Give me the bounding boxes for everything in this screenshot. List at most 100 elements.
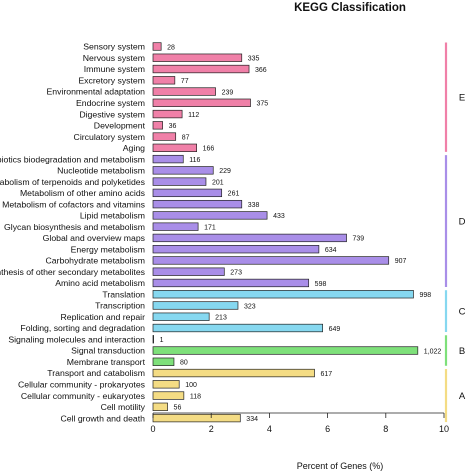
value-label: 116 (189, 157, 200, 164)
category-label: Xenobiotics biodegradation and metabolis… (0, 154, 145, 164)
category-label: Replication and repair (60, 312, 145, 322)
value-label: 598 (315, 281, 327, 288)
value-label: 28 (167, 44, 175, 51)
bar-b (152, 357, 175, 366)
bar-d (152, 278, 310, 288)
category-label: Sensory system (83, 42, 145, 52)
value-label: 77 (181, 78, 189, 85)
bar-c (152, 301, 239, 310)
category-label: Transcription (95, 301, 145, 311)
category-label: Digestive system (79, 109, 145, 119)
bar-d (152, 199, 243, 209)
value-label: 201 (212, 179, 224, 186)
value-label: 433 (273, 213, 285, 220)
category-label: Energy metabolism (71, 244, 145, 254)
group-label: B (459, 346, 465, 357)
category-label: Signaling molecules and interaction (8, 334, 145, 344)
category-label: Translation (102, 289, 145, 299)
category-label: Amino acid metabolism (55, 278, 145, 288)
bar-d (152, 177, 207, 186)
bars (152, 42, 419, 423)
category-label: Lipid metabolism (80, 211, 145, 221)
value-label: 213 (215, 315, 227, 322)
value-label: 56 (174, 405, 182, 412)
category-label: Development (94, 121, 146, 131)
value-label: 1 (160, 337, 164, 344)
bar-c (152, 312, 210, 321)
x-tick-label: 6 (325, 424, 330, 434)
bar-e (152, 42, 162, 51)
bar-d (152, 222, 199, 231)
bar-c (152, 323, 324, 333)
category-label: Metabolism of cofactors and vitamins (2, 199, 146, 209)
category-label: Environmental adaptation (46, 87, 145, 97)
group-label: E (459, 93, 465, 104)
bar-a (152, 413, 241, 423)
bar-e (152, 53, 243, 62)
bar-e (152, 76, 176, 85)
category-label: Nervous system (83, 53, 145, 63)
bar-d (152, 267, 225, 276)
bar-d (152, 211, 268, 220)
category-label: Immune system (84, 64, 145, 74)
bar-e (152, 64, 250, 74)
bar-c (152, 290, 414, 299)
bar-e (152, 132, 177, 141)
bar-a (152, 380, 180, 389)
bar-e (152, 109, 183, 119)
category-label: Cell growth and death (60, 413, 145, 423)
bar-e (152, 143, 198, 152)
bar-b (152, 335, 154, 344)
value-label: 907 (395, 258, 407, 265)
bar-d (152, 256, 390, 265)
category-label: Aging (123, 143, 145, 153)
category-label: Endocrine system (76, 98, 145, 108)
value-label: 998 (419, 292, 431, 299)
bar-a (152, 368, 315, 378)
bar-d (152, 233, 347, 243)
value-label: 239 (222, 89, 234, 96)
value-label: 617 (321, 371, 333, 378)
category-label: Transport and catabolism (47, 368, 145, 378)
category-label: Biosynthesis of other secondary metaboli… (0, 267, 146, 277)
category-label: Glycan biosynthesis and metabolism (4, 222, 145, 232)
category-label: Metabolism of other amino acids (20, 188, 146, 198)
group-label: C (459, 307, 466, 318)
category-label: Nucleotide metabolism (57, 166, 145, 176)
value-label: 334 (246, 416, 258, 423)
bar-d (152, 154, 184, 164)
chart-title: KEGG Classification (294, 2, 406, 14)
category-label: Signal transduction (71, 346, 145, 356)
value-label: 80 (180, 360, 188, 367)
category-label: Cellular community - eukaryotes (21, 391, 146, 401)
bar-d (152, 166, 214, 175)
value-label: 649 (329, 326, 341, 333)
bar-e (152, 121, 163, 130)
x-tick-label: 10 (439, 424, 449, 434)
category-label: Carbohydrate metabolism (46, 256, 145, 266)
value-label: 166 (203, 146, 215, 153)
bar-e (152, 87, 216, 96)
category-label: Excretory system (78, 75, 145, 85)
group-brackets: E D C B A (444, 42, 466, 423)
category-label: Cell motility (101, 402, 146, 412)
value-label: 634 (325, 247, 337, 254)
value-label: 1,022 (424, 348, 442, 355)
x-tick-label: 8 (383, 424, 388, 434)
value-label: 323 (244, 303, 256, 310)
bar-d (152, 245, 320, 254)
value-label: 335 (248, 56, 260, 63)
bar-b (152, 346, 419, 355)
x-tick-label: 4 (267, 424, 272, 434)
category-label: Cellular community - prokaryotes (18, 380, 146, 390)
category-label: Membrane transport (67, 357, 146, 367)
group-label: A (459, 391, 466, 402)
value-label: 273 (230, 270, 242, 277)
x-axis-label: Percent of Genes (%) (297, 461, 384, 471)
x-axis: 0 2 4 6 8 10 (150, 412, 449, 434)
value-label: 261 (228, 191, 240, 198)
bar-a (152, 391, 185, 400)
value-label: 366 (255, 67, 267, 74)
